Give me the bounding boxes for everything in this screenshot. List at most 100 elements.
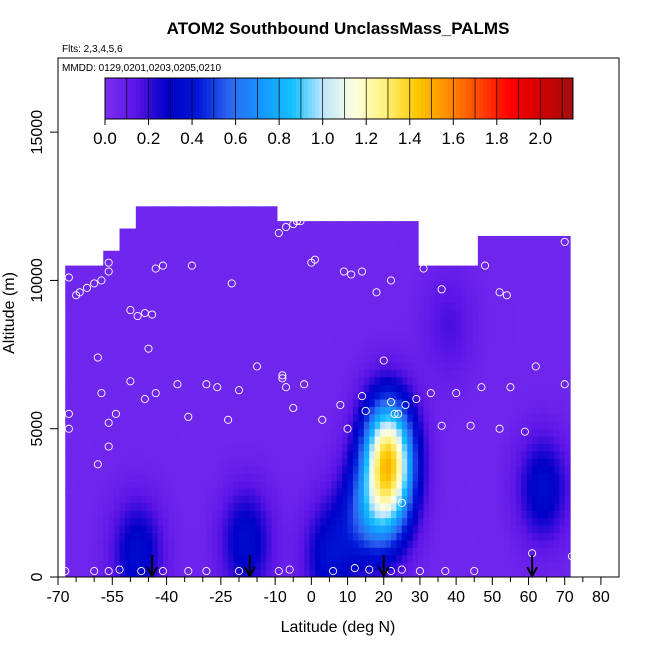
- heatmap-cell: [466, 413, 473, 422]
- heatmap-cell: [559, 302, 566, 311]
- heatmap-cell: [515, 488, 522, 496]
- heatmap-cell: [488, 354, 495, 363]
- heatmap-cell: [542, 510, 549, 519]
- heatmap-cell: [363, 258, 370, 267]
- heatmap-cell: [65, 347, 72, 356]
- sample-point: [97, 389, 106, 398]
- heatmap-cell: [559, 473, 566, 482]
- heatmap-cell: [162, 488, 169, 496]
- heatmap-cell: [352, 376, 359, 385]
- heatmap-cell: [358, 391, 365, 400]
- heatmap-cell: [510, 347, 517, 356]
- heatmap-cell: [130, 361, 137, 370]
- heatmap-cell: [92, 502, 99, 511]
- heatmap-cell: [521, 458, 528, 467]
- heatmap-cell: [255, 376, 262, 385]
- heatmap-cell: [390, 510, 397, 519]
- heatmap-cell: [162, 324, 169, 333]
- heatmap-cell: [515, 458, 522, 467]
- heatmap-cell: [564, 243, 571, 252]
- heatmap-cell: [293, 250, 300, 259]
- colorbar-segment: [342, 78, 348, 119]
- heatmap-cell: [255, 354, 262, 363]
- colorbar-segment: [553, 78, 558, 119]
- heatmap-cell: [146, 391, 153, 400]
- heatmap-cell: [564, 295, 571, 304]
- heatmap-cell: [407, 391, 414, 400]
- heatmap-cell: [195, 213, 202, 222]
- heatmap-cell: [271, 539, 278, 548]
- heatmap-cell: [515, 347, 522, 356]
- heatmap-cell: [276, 384, 283, 393]
- heatmap-cell: [494, 413, 501, 422]
- heatmap-cell: [472, 280, 479, 289]
- heatmap-cell: [564, 510, 571, 519]
- colorbar-segment: [218, 78, 223, 119]
- heatmap-cell: [564, 443, 571, 452]
- heatmap-cell: [304, 354, 311, 363]
- heatmap-cell: [255, 221, 262, 230]
- heatmap-cell: [206, 369, 213, 378]
- heatmap-cell: [255, 517, 262, 526]
- heatmap-cell: [124, 273, 131, 281]
- heatmap-cell: [488, 273, 495, 281]
- heatmap-cell: [86, 317, 93, 326]
- heatmap-cell: [114, 339, 121, 348]
- heatmap-cell: [228, 376, 235, 385]
- heatmap-cell: [488, 324, 495, 333]
- heatmap-cell: [152, 287, 159, 296]
- heatmap-cell: [336, 436, 343, 445]
- heatmap-cell: [266, 376, 273, 385]
- heatmap-cell: [271, 287, 278, 296]
- heatmap-cell: [152, 250, 159, 259]
- heatmap-cell: [472, 473, 479, 482]
- heatmap-cell: [456, 488, 463, 496]
- heatmap-cell: [233, 517, 240, 526]
- heatmap-cell: [521, 361, 528, 370]
- heatmap-cell: [526, 399, 533, 407]
- heatmap-cell: [499, 243, 506, 252]
- flights-subtitle: Flts: 2,3,4,5,6: [62, 44, 123, 55]
- heatmap-cell: [287, 391, 294, 400]
- heatmap-cell: [369, 258, 376, 267]
- heatmap-cell: [70, 473, 77, 482]
- heatmap-cell: [434, 302, 441, 311]
- heatmap-cell: [412, 280, 419, 289]
- heatmap-cell: [130, 235, 137, 244]
- heatmap-cell: [309, 421, 316, 430]
- heatmap-cell: [347, 539, 354, 548]
- heatmap-cell: [510, 376, 517, 385]
- heatmap-cell: [488, 287, 495, 296]
- heatmap-cell: [108, 458, 115, 467]
- heatmap-cell: [173, 480, 180, 489]
- heatmap-cell: [255, 384, 262, 393]
- heatmap-cell: [342, 525, 349, 534]
- heatmap-cell: [450, 369, 457, 378]
- heatmap-cell: [374, 280, 381, 289]
- heatmap-cell: [168, 354, 175, 363]
- heatmap-cell: [401, 525, 408, 534]
- heatmap-cell: [390, 443, 397, 452]
- heatmap-cell: [314, 502, 321, 511]
- heatmap-cell: [97, 436, 104, 445]
- heatmap-cell: [168, 428, 175, 437]
- heatmap-cell: [298, 413, 305, 422]
- heatmap-cell: [309, 347, 316, 356]
- heatmap-cell: [369, 221, 376, 230]
- heatmap-cell: [483, 488, 490, 496]
- heatmap-cell: [168, 258, 175, 267]
- heatmap-cell: [255, 280, 262, 289]
- heatmap-cell: [103, 332, 110, 341]
- heatmap-cell: [542, 458, 549, 467]
- heatmap-cell: [298, 221, 305, 230]
- heatmap-cell: [385, 354, 392, 363]
- heatmap-cell: [222, 443, 229, 452]
- heatmap-cell: [190, 339, 197, 348]
- heatmap-cell: [76, 406, 83, 415]
- heatmap-cell: [70, 369, 77, 378]
- sample-point: [202, 567, 211, 576]
- colorbar-segment: [245, 78, 250, 119]
- heatmap-cell: [86, 539, 93, 548]
- heatmap-cell: [553, 258, 560, 267]
- heatmap-cell: [293, 473, 300, 482]
